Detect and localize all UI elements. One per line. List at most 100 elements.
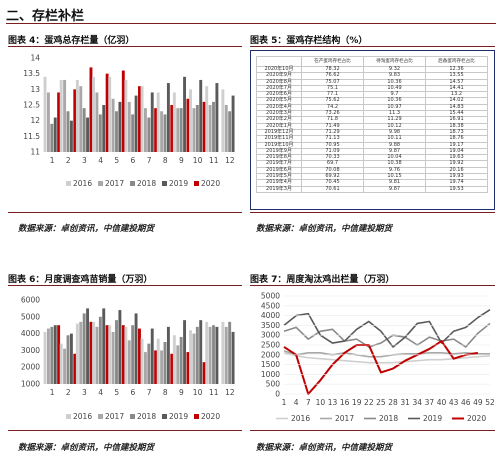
bar-4-2018-10 <box>195 105 199 152</box>
bar-6-2019-7 <box>150 328 154 384</box>
bar-6-2020-10 <box>202 362 206 384</box>
table-row: 2019年3月 70.61 9.87 19.53 <box>256 185 488 193</box>
x-tick-7: 16 <box>340 398 350 407</box>
table-cell: 12.36 <box>425 65 488 74</box>
y-tick-4: 13 <box>30 85 40 94</box>
panel-5-bottom-divider <box>250 212 495 213</box>
x-tick-7: 40 <box>437 398 447 407</box>
y-tick-7: 1500 <box>261 360 280 369</box>
bar-4-2016-9 <box>172 92 176 152</box>
table-cell: 13.2 <box>425 91 488 99</box>
x-tick-6: 7 <box>147 388 152 397</box>
bar-6-2016-9 <box>172 335 176 384</box>
bar-6-2016-6 <box>124 326 128 384</box>
legend-swatch-6-2016 <box>66 414 71 419</box>
legend-label-4-2016: 2016 <box>73 179 92 188</box>
table-header-cell: 后备蛋鸡存栏占比 <box>425 56 488 67</box>
panel-6-divider <box>8 285 242 286</box>
x-tick-6: 12 <box>225 388 235 397</box>
bar-6-2016-10 <box>189 330 192 384</box>
bar-6-2020-6 <box>138 328 141 384</box>
bar-4-2016-5 <box>108 76 112 152</box>
y-tick-7: 3500 <box>261 321 280 330</box>
x-tick-6: 3 <box>82 388 87 397</box>
bar-4-2017-1 <box>46 92 50 152</box>
y-tick-4: 12 <box>30 116 40 125</box>
legend-label-6-2019: 2019 <box>169 412 188 421</box>
bar-4-2016-11 <box>205 86 209 152</box>
bar-4-2017-4 <box>95 92 99 152</box>
table-header-cell: 待淘蛋鸡存栏占比 <box>363 56 426 67</box>
bar-4-2016-10 <box>189 89 192 152</box>
x-tick-7: 4 <box>294 398 299 407</box>
bar-6-2019-6 <box>134 313 138 384</box>
bar-6-2018-3 <box>82 313 86 384</box>
bar-4-2016-2 <box>59 79 63 152</box>
panel-5-frame <box>250 50 495 210</box>
table-cell: 14.83 <box>425 103 488 112</box>
legend-label-6-2020: 2020 <box>201 412 220 421</box>
legend-swatch-4-2017 <box>98 181 103 186</box>
panel-6-bottom-divider <box>8 430 242 431</box>
x-tick-6: 11 <box>209 388 219 397</box>
bar-4-2019-12 <box>231 95 235 152</box>
bar-4-2017-12 <box>224 105 228 152</box>
bar-6-2018-5 <box>115 320 118 384</box>
legend-label-7-2019: 2019 <box>423 414 442 423</box>
bar-6-2016-2 <box>59 343 63 384</box>
bar-6-2019-5 <box>118 310 122 384</box>
panel-4-title: 图表 4：蛋鸡总存栏量（亿羽） <box>8 36 135 46</box>
legend-label-4-2018: 2018 <box>137 179 156 188</box>
bar-6-2017-11 <box>208 326 212 384</box>
bar-6-2018-8 <box>163 342 167 384</box>
bar-4-2020-2 <box>73 89 77 152</box>
legend-label-7-2016: 2016 <box>291 414 310 423</box>
bar-4-2017-6 <box>127 101 131 152</box>
legend-swatch-6-2017 <box>98 414 103 419</box>
bar-4-2018-12 <box>228 111 232 152</box>
bar-6-2020-8 <box>170 353 174 384</box>
bar-6-2019-3 <box>86 308 90 384</box>
x-tick-7: 19 <box>352 398 362 407</box>
y-tick-7: 4000 <box>261 311 280 320</box>
bar-6-2018-1 <box>50 326 54 384</box>
bar-4-2020-9 <box>186 98 190 152</box>
bar-6-2017-7 <box>143 352 147 384</box>
bar-6-2017-5 <box>111 331 115 384</box>
bar-6-2016-3 <box>75 323 79 384</box>
bar-4-2017-9 <box>176 108 180 152</box>
panel-7-source: 数据来源：卓创资讯，中信建投期货 <box>256 443 393 453</box>
table-cell: 15.44 <box>425 110 488 118</box>
bar-6-2019-1 <box>53 325 57 384</box>
table-row: 2020年7月 75.1 10.49 14.41 <box>256 84 488 93</box>
bar-6-2019-10 <box>199 320 203 384</box>
table-header-cell: 在产蛋鸡存栏占比 <box>301 56 364 67</box>
table-row: 2019年8月 70.33 10.04 19.63 <box>256 154 488 162</box>
bar-6-2017-12 <box>224 326 228 384</box>
legend-label-7-2018: 2018 <box>379 414 398 423</box>
bar-4-2020-10 <box>202 101 206 152</box>
panel-6-title: 图表 6：月度调查鸡苗销量（万羽） <box>8 275 153 285</box>
y-tick-7: 500 <box>266 380 281 389</box>
bar-6-2016-5 <box>108 325 112 384</box>
x-tick-6: 10 <box>193 388 203 397</box>
x-tick-4: 8 <box>163 156 168 165</box>
x-tick-7: 31 <box>400 398 410 407</box>
table-row: 2020年4月 74.2 10.97 14.83 <box>256 103 488 112</box>
bar-6-2016-4 <box>92 321 95 384</box>
panel-4-bottom-divider <box>8 212 242 213</box>
bar-6-2020-4 <box>105 325 109 384</box>
table-cell: 14.41 <box>425 84 488 93</box>
bar-4-2018-6 <box>131 114 135 152</box>
bar-4-2020-6 <box>138 86 141 152</box>
table-header-row: 在产蛋鸡存栏占比 待淘蛋鸡存栏占比 后备蛋鸡存栏占比 <box>256 56 488 67</box>
table-header-cell <box>256 56 302 67</box>
bar-4-2016-8 <box>156 92 160 152</box>
y-tick-6: 3000 <box>21 346 40 355</box>
structure-table: 在产蛋鸡存栏占比 待淘蛋鸡存栏占比 后备蛋鸡存栏占比 2020年10月 78.32 9.3… <box>256 56 488 193</box>
bar-6-2018-6 <box>131 325 135 384</box>
bar-6-2020-3 <box>89 321 93 384</box>
x-tick-6: 4 <box>98 388 103 397</box>
legend-label-4-2020: 2020 <box>201 179 220 188</box>
y-tick-4: 14 <box>30 54 40 63</box>
